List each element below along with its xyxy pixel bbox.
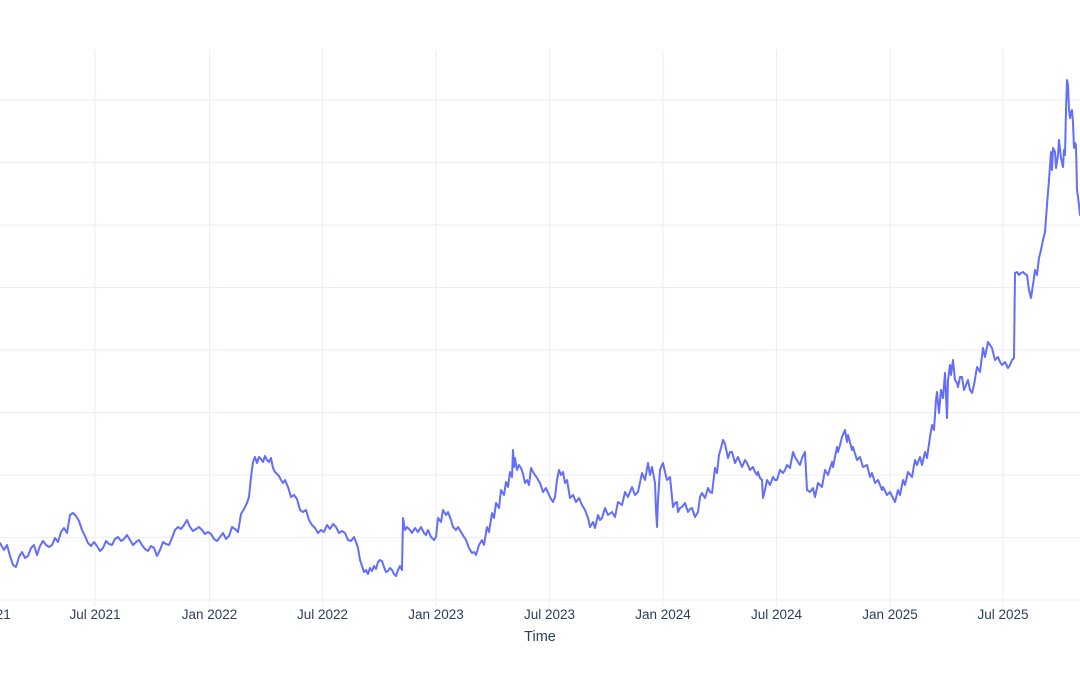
x-axis-title: Time [524, 629, 556, 645]
x-tick-label: Jan 2021 [0, 607, 11, 622]
grid-layer [0, 50, 1080, 606]
x-tick-label: Jan 2022 [181, 607, 238, 622]
x-tick-label: Jan 2024 [635, 607, 691, 622]
x-tick-label: Jul 2024 [750, 607, 803, 622]
series-layer [0, 79, 1080, 577]
x-tick-label: Jul 2025 [977, 607, 1029, 622]
x-tick-label: Jul 2022 [296, 607, 349, 622]
x-tick-label: Jan 2023 [408, 607, 464, 622]
x-tick-label: Jan 2025 [862, 607, 918, 622]
x-tick-label: Jul 2023 [523, 607, 576, 622]
x-tick-label: Jul 2021 [69, 607, 121, 622]
price-line-series [0, 79, 1080, 577]
